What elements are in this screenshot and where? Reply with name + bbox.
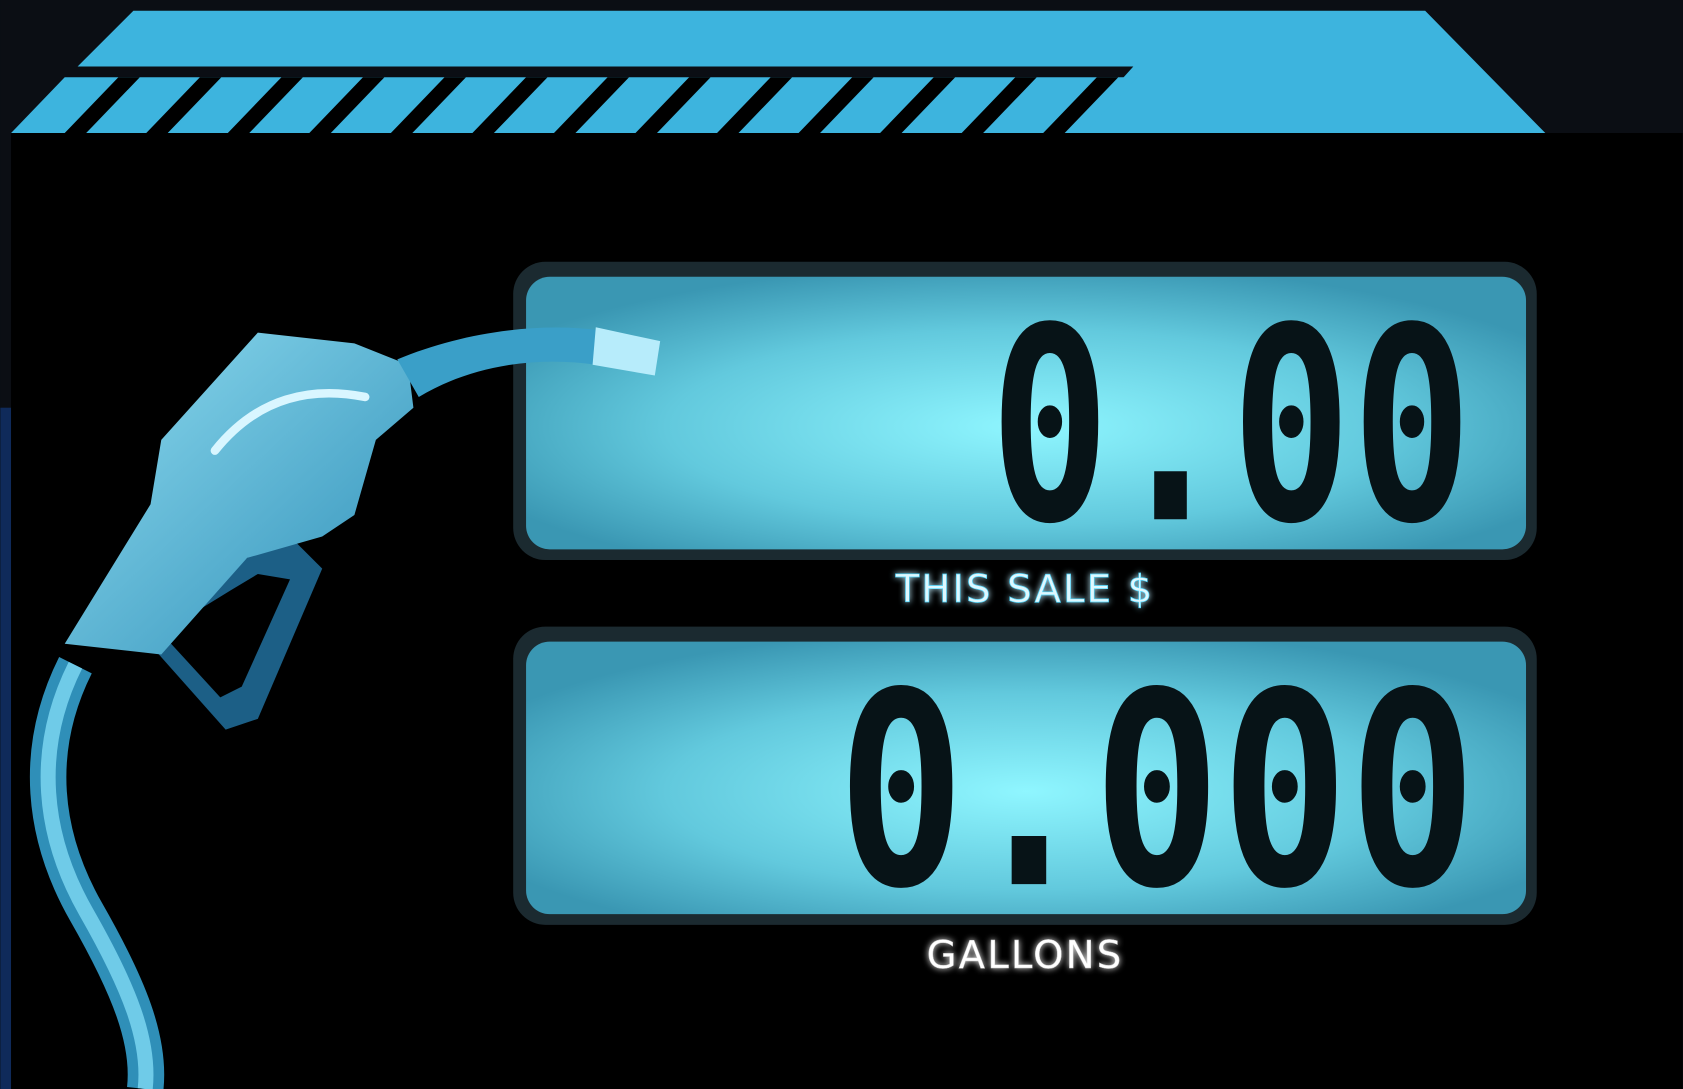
pump-display: 0.00 THIS SALE $ 0.000 GALLONS bbox=[0, 0, 1683, 1089]
gallons-amount: 0.000 bbox=[837, 636, 1476, 948]
sale-amount: 0.00 bbox=[990, 271, 1473, 583]
sale-label: THIS SALE $ bbox=[895, 567, 1155, 612]
edge bbox=[0, 408, 11, 1089]
gallons-label: GALLONS bbox=[927, 933, 1124, 978]
page: 0.00 THIS SALE $ 0.000 GALLONS {"display… bbox=[0, 0, 1683, 1089]
